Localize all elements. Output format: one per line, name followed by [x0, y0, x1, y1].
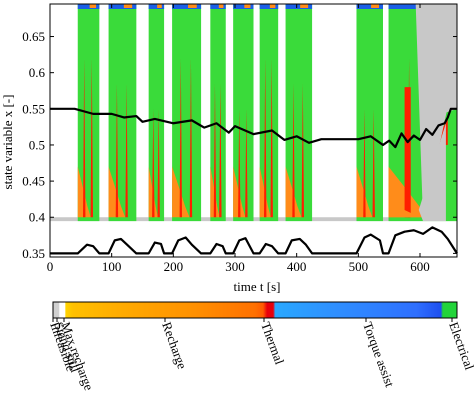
- recharge-region: [388, 166, 430, 218]
- thermal-spike: [83, 58, 86, 218]
- mode-segment: [233, 4, 254, 222]
- axes: 0 100 200 300 400 500 600 0.35 0.4 0.45 0.5 0.55 0.6…: [22, 3, 458, 274]
- recharge-strip: [244, 4, 251, 8]
- x-tick-label: 300: [225, 259, 245, 274]
- recharge-region: [77, 166, 91, 218]
- electrical-region: [210, 4, 226, 222]
- recharge-region: [108, 166, 126, 218]
- torque-assist-band: [356, 4, 383, 9]
- y-tick-label: 0.65: [22, 29, 45, 44]
- electrical-region: [233, 4, 254, 222]
- y-tick-label: 0.55: [22, 101, 45, 116]
- recharge-strip: [188, 4, 197, 8]
- thermal-spike: [264, 58, 267, 218]
- thermal-spike: [292, 83, 295, 218]
- recharge-region: [148, 166, 158, 218]
- mode-segment: [210, 4, 226, 222]
- mode-segment: [356, 4, 383, 222]
- thermal-block: [404, 87, 411, 218]
- recharge-strip: [89, 4, 97, 8]
- torque-assist-band: [233, 4, 254, 9]
- x-tick-label: 500: [349, 259, 369, 274]
- torque-assist-band: [285, 4, 313, 9]
- electrical-region: [259, 4, 279, 222]
- plot-area: [50, 4, 458, 257]
- x-tick-label: 100: [102, 259, 122, 274]
- axes-frame: [49, 3, 458, 258]
- colorbar-label: Recharge: [159, 320, 190, 371]
- recharge-strip: [157, 4, 162, 8]
- recharge-region: [285, 166, 302, 218]
- thermal-spike: [189, 58, 193, 218]
- colorbar-label: Torque assist: [360, 320, 398, 389]
- thermal-spike: [152, 108, 155, 218]
- thermal-spike: [90, 58, 93, 218]
- recharge-region: [233, 166, 246, 218]
- recharge-region: [172, 166, 190, 218]
- mode-segment: [172, 4, 202, 222]
- y-tick-label: 0.5: [29, 137, 45, 152]
- thermal-spike: [270, 58, 273, 218]
- torque-assist-band: [172, 4, 202, 9]
- thermal-spike: [372, 108, 375, 218]
- thermal-spike: [157, 108, 160, 218]
- recharge-strip: [300, 4, 309, 8]
- thermal-spike: [125, 83, 128, 218]
- recharge-strip: [269, 4, 276, 8]
- x-tick-label: 400: [287, 259, 307, 274]
- recharge-strip: [218, 4, 224, 8]
- recharge-region: [356, 166, 373, 218]
- thermal-spike: [213, 83, 217, 218]
- mode-segment: [285, 4, 313, 222]
- infeasible-wedge: [415, 4, 457, 222]
- torque-assist-band: [148, 4, 165, 9]
- recharge-strip: [371, 4, 380, 8]
- torque-assist-band: [108, 4, 137, 9]
- y-tick-label: 0.6: [29, 65, 46, 80]
- x-tick-label: 0: [47, 259, 54, 274]
- mode-segment: [108, 4, 137, 222]
- thermal-spike: [115, 83, 119, 218]
- x-tick-label: 200: [164, 259, 184, 274]
- y-axis-label: state variable x [-]: [0, 95, 15, 190]
- y-tick-label: 0.4: [29, 210, 46, 225]
- thermal-spike: [301, 83, 305, 218]
- colorbar-label: Thermal: [258, 320, 287, 367]
- mode-segment: [148, 4, 165, 222]
- thermal-spike: [179, 58, 182, 218]
- torque-assist-band: [210, 4, 226, 9]
- infeasible-wedge-low: [418, 123, 446, 222]
- mode-segment: [259, 4, 279, 222]
- state-trajectory-line: [50, 107, 457, 149]
- thermal-spike: [245, 108, 248, 218]
- thermal-spike: [363, 108, 366, 218]
- speed-profile-line: [50, 226, 458, 255]
- electrical-region: [148, 4, 165, 222]
- torque-assist-band: [259, 4, 279, 9]
- colorbar-strip: [52, 301, 458, 319]
- colorbar-label: Electrical: [446, 320, 474, 372]
- y-tick-label: 0.45: [22, 174, 45, 189]
- thermal-spike: [238, 108, 241, 218]
- recharge-region: [259, 166, 271, 218]
- recharge-strip: [123, 4, 133, 8]
- x-tick-label: 600: [410, 259, 430, 274]
- y-tick-label: 0.35: [22, 246, 45, 261]
- thermal-spike: [219, 83, 222, 218]
- torque-assist-band: [77, 4, 100, 9]
- recharge-region: [210, 166, 220, 218]
- recharge-region-final: [388, 195, 420, 218]
- x-axis-label: time t [s]: [234, 279, 281, 294]
